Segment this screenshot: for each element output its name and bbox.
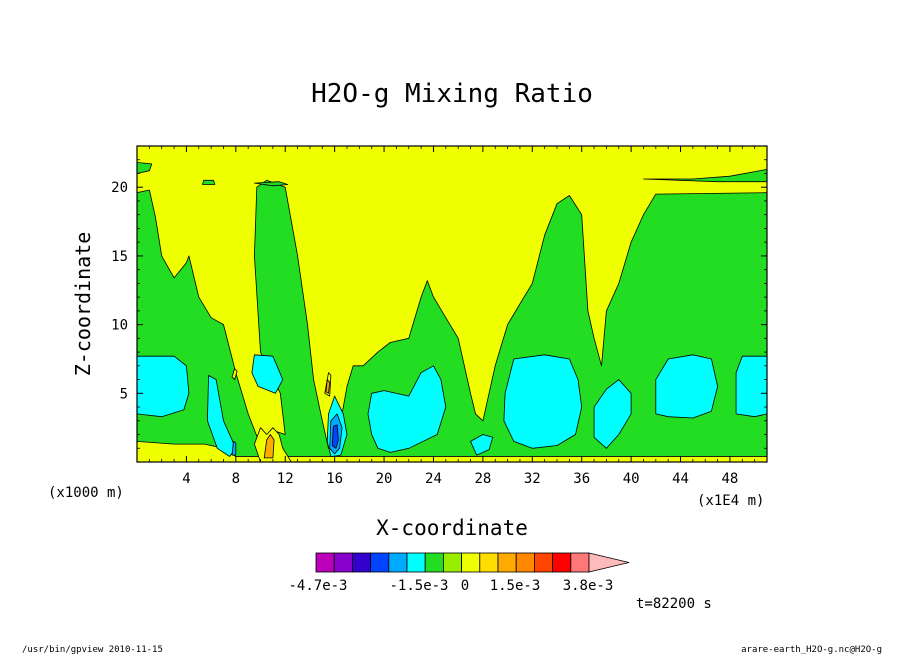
x-tick-label: 36	[573, 471, 590, 487]
x-tick-label: 32	[524, 471, 541, 487]
colorbar-swatch	[534, 552, 554, 573]
colorbar-swatch	[370, 552, 390, 573]
contour-region-cyan-2	[251, 354, 284, 394]
contour-region-green-top-2	[202, 179, 216, 185]
x-scale-label: (x1E4 m)	[697, 493, 764, 509]
x-tick-label: 40	[623, 471, 640, 487]
y-tick-label: 5	[120, 386, 128, 402]
colorbar-swatch	[333, 552, 353, 573]
colorbar-label: 3.8e-3	[563, 578, 614, 594]
colorbar-swatch	[479, 552, 499, 573]
x-tick-group: 4 8 12 16 20 24 28 32 36 40 44 48	[148, 146, 756, 487]
x-tick-label: 24	[425, 471, 442, 487]
contour-region-cyan-8	[655, 354, 718, 419]
x-tick-label: 48	[722, 471, 739, 487]
colorbar-swatch	[424, 552, 444, 573]
x-tick-label: 8	[232, 471, 240, 487]
contour-region-yellow-bottom-3	[231, 368, 238, 381]
y-tick-label: 10	[111, 318, 128, 334]
y-axis-label: Z-coordinate	[71, 232, 95, 377]
footer-left: /usr/bin/gpview 2010-11-15	[22, 645, 163, 654]
x-tick-label: 12	[277, 471, 294, 487]
contour-region-cyan-7	[593, 379, 632, 449]
x-axis-label: X-coordinate	[376, 516, 528, 540]
colorbar-label: 0	[461, 578, 469, 594]
colorbar-label: 1.5e-3	[490, 578, 541, 594]
contour-region-cyan-4	[367, 365, 447, 453]
colorbar-swatch	[406, 552, 426, 573]
x-tick-label: 28	[474, 471, 491, 487]
colorbar-swatch	[570, 552, 590, 573]
contour-region-cyan-6	[503, 354, 583, 449]
contour-region-orange-1	[325, 379, 331, 394]
time-label: t=82200 s	[636, 596, 712, 612]
contour-region-cyan-0	[136, 355, 190, 418]
colorbar-swatch	[497, 552, 517, 573]
contour-region-cyan-5	[470, 434, 494, 456]
colorbar-labels: -4.7e-3 -1.5e-3 0 1.5e-3 3.8e-3	[288, 578, 613, 594]
colorbar-label: -1.5e-3	[389, 578, 448, 594]
colorbar-swatch	[442, 552, 462, 573]
colorbar-label: -4.7e-3	[288, 578, 347, 594]
contour-region-light-blue-1	[231, 440, 237, 456]
colorbar	[315, 552, 630, 573]
y-tick-label: 20	[111, 180, 128, 196]
colorbar-swatch	[461, 552, 481, 573]
colorbar-swatch	[315, 552, 335, 573]
colorbar-arrow	[588, 552, 630, 573]
contour-region-orange-0	[263, 434, 275, 459]
x-tick-label: 44	[672, 471, 689, 487]
x-tick-label: 16	[326, 471, 343, 487]
y-tick-group: 5 10 15 20	[111, 159, 767, 449]
colorbar-swatch	[388, 552, 408, 573]
contour-region-green-top-3	[253, 181, 289, 187]
colorbar-swatch	[552, 552, 572, 573]
contour-region-blue-0	[331, 424, 339, 449]
plot-frame	[136, 145, 768, 463]
x-unit-label: (x1000 m)	[48, 485, 124, 501]
x-tick-label: 20	[376, 471, 393, 487]
y-tick-label: 15	[111, 249, 128, 265]
x-tick-label: 4	[182, 471, 190, 487]
colorbar-swatch	[515, 552, 535, 573]
footer-right: arare-earth_H2O-g.nc@H2O-g	[741, 645, 882, 654]
contour-region-cyan-9	[735, 355, 768, 418]
colorbar-swatch	[351, 552, 371, 573]
contour-layers	[136, 162, 768, 463]
chart-title: H2O-g Mixing Ratio	[311, 79, 593, 109]
